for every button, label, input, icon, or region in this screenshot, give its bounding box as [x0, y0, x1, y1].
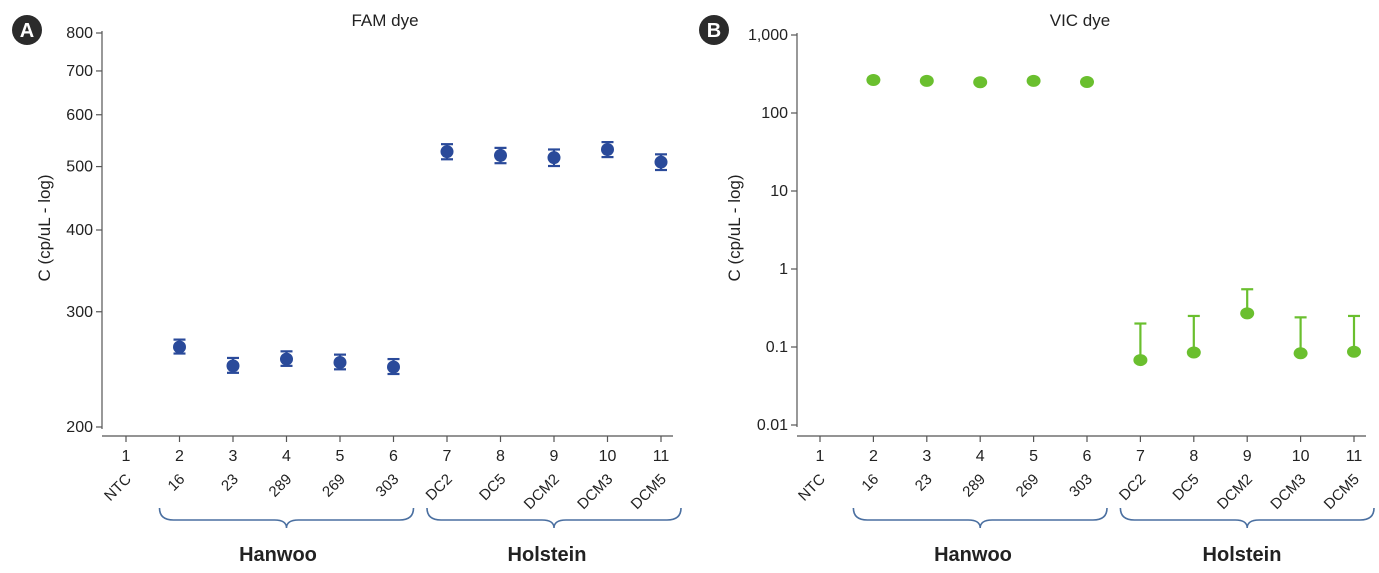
panel-a-data-point — [333, 355, 347, 369]
panel-b-x-number-label: 4 — [976, 448, 985, 465]
panel-b-y-tick-label: 0.1 — [766, 339, 788, 356]
panel-b-x-number-label: 3 — [922, 448, 931, 465]
panel-a-x-number-label: 2 — [175, 448, 184, 465]
panel-b-data-point — [1240, 307, 1255, 320]
panel-a-group-holstein: Holstein — [508, 544, 587, 566]
panel-a-group-brace — [426, 507, 682, 529]
panel-b-data-point — [1026, 74, 1041, 87]
panel-a-label: A — [20, 20, 34, 42]
panel-a-category-label: DCM5 — [628, 471, 670, 513]
panel-b-data-point — [1186, 346, 1201, 359]
panel-b-label: B — [707, 20, 721, 42]
panel-b-y-tick-label: 10 — [770, 183, 788, 200]
panel-b-badge — [699, 15, 729, 45]
panel-a-data-point — [654, 155, 668, 169]
panel-a-category-label: 269 — [319, 471, 349, 501]
panel-b-data-point — [866, 73, 881, 86]
panel-a-x-number-label: 11 — [653, 448, 670, 465]
panel-b-data-point — [1080, 75, 1094, 88]
panel-a-data-point — [387, 360, 400, 374]
panel-a-y-tick-label: 800 — [66, 25, 93, 42]
panel-b-y-tick-label: 1 — [779, 261, 788, 278]
panel-a-y-tick-label: 700 — [66, 63, 93, 80]
panel-a-y-tick-label: 500 — [66, 159, 93, 176]
panel-b-data-point — [1347, 345, 1361, 358]
panel-b-category-label: DCM5 — [1321, 471, 1363, 513]
panel-a-data-point — [173, 340, 186, 354]
panel-b-category-label: DCM2 — [1214, 471, 1256, 513]
panel-b-category-label: 23 — [912, 471, 936, 495]
panel-b-category-label: DCM3 — [1267, 471, 1309, 513]
panel-b-x-number-label: 7 — [1136, 448, 1145, 465]
panel-a-x-number-label: 1 — [122, 448, 131, 465]
panel-b-group-brace — [852, 507, 1108, 529]
panel-b-x-number-label: 10 — [1292, 448, 1310, 465]
panel-b-x-number-label: 6 — [1083, 448, 1092, 465]
panel-b-x-number-label: 2 — [869, 448, 878, 465]
panel-a-x-number-label: 10 — [599, 448, 617, 465]
panel-a-y-tick-label: 200 — [66, 419, 93, 436]
panel-a-group-brace — [158, 507, 415, 529]
panel-a-y-tick-label: 300 — [66, 304, 93, 321]
panel-a-category-label: DCM2 — [521, 471, 563, 513]
panel-b-data-point — [1133, 354, 1148, 367]
panel-a-data-point — [547, 151, 561, 165]
panel-a-data-point — [494, 148, 507, 162]
panel-b-x-number-label: 5 — [1029, 448, 1038, 465]
panel-b-category-label: 269 — [1013, 471, 1043, 501]
panel-b-plot: 0.01 0.1 1 10 100 1,000 1 NTC 2 16 3 23 4 289 5 269 6 303… — [748, 27, 1375, 529]
panel-a-x-number-label: 7 — [443, 448, 452, 465]
panel-a-x-number-label: 6 — [389, 448, 398, 465]
panel-a-title: FAM dye — [351, 11, 418, 30]
panel-b-data-point — [1293, 347, 1308, 360]
panel-a-y-tick-label: 400 — [66, 222, 93, 239]
panel-b-x-number-label: 1 — [816, 448, 825, 465]
panel-b-y-tick-label: 1,000 — [748, 27, 788, 44]
panel-a-category-label: NTC — [101, 471, 135, 505]
panel-a-x-number-label: 5 — [336, 448, 345, 465]
panel-a-category-label: DC5 — [476, 471, 509, 504]
panel-b-category-label: NTC — [795, 471, 829, 505]
panel-a-x-number-label: 9 — [550, 448, 559, 465]
panel-b-category-label: 303 — [1066, 471, 1096, 501]
panel-b-y-tick-label: 0.01 — [757, 417, 788, 434]
panel-a-x-number-label: 3 — [229, 448, 238, 465]
panel-a-plot: 200 300 400 500 600 700 800 1 NTC 2 16 3 23 4 289 5 269 6… — [66, 25, 682, 529]
panel-b-y-axis-label: C (cp/uL - log) — [725, 174, 744, 281]
panel-b-x-number-label: 8 — [1189, 448, 1198, 465]
panel-a-badge — [12, 15, 42, 45]
panel-a-category-label: DCM3 — [574, 471, 616, 513]
panel-a-category-label: DC2 — [423, 471, 456, 504]
panel-b-title: VIC dye — [1050, 11, 1110, 30]
panel-b-group-brace — [1119, 507, 1375, 529]
panel-a-data-point — [601, 142, 614, 156]
panel-a-y-tick-label: 600 — [66, 107, 93, 124]
panel-b-y-tick-label: 100 — [761, 105, 788, 122]
panel-a: A FAM dye C (cp/uL - log) Hanwoo Holstei… — [12, 11, 682, 566]
panel-a-group-hanwoo: Hanwoo — [239, 544, 317, 566]
panel-a-x-number-label: 8 — [496, 448, 505, 465]
panel-b-x-number-label: 11 — [1346, 448, 1363, 465]
panel-b-group-holstein: Holstein — [1203, 544, 1282, 566]
panel-b-group-hanwoo: Hanwoo — [934, 544, 1012, 566]
panel-b-category-label: 289 — [959, 471, 989, 501]
panel-b-data-point — [973, 76, 988, 89]
panel-a-x-number-label: 4 — [282, 448, 291, 465]
panel-b: B VIC dye C (cp/uL - log) Hanwoo Holstei… — [699, 11, 1375, 566]
panel-b-category-label: DC2 — [1116, 471, 1149, 504]
panel-a-y-axis-label: C (cp/uL - log) — [35, 174, 54, 281]
panel-a-data-point — [440, 145, 454, 159]
panel-b-data-point — [919, 74, 934, 87]
panel-b-category-label: DC5 — [1169, 471, 1202, 504]
panel-a-category-label: 23 — [218, 471, 242, 495]
panel-a-category-label: 289 — [266, 471, 296, 501]
panel-b-category-label: 16 — [858, 471, 882, 495]
panel-a-category-label: 16 — [165, 471, 189, 495]
panel-b-x-number-label: 9 — [1243, 448, 1252, 465]
panel-a-category-label: 303 — [373, 471, 403, 501]
panel-a-data-point — [280, 352, 293, 366]
panel-a-data-point — [226, 359, 240, 373]
